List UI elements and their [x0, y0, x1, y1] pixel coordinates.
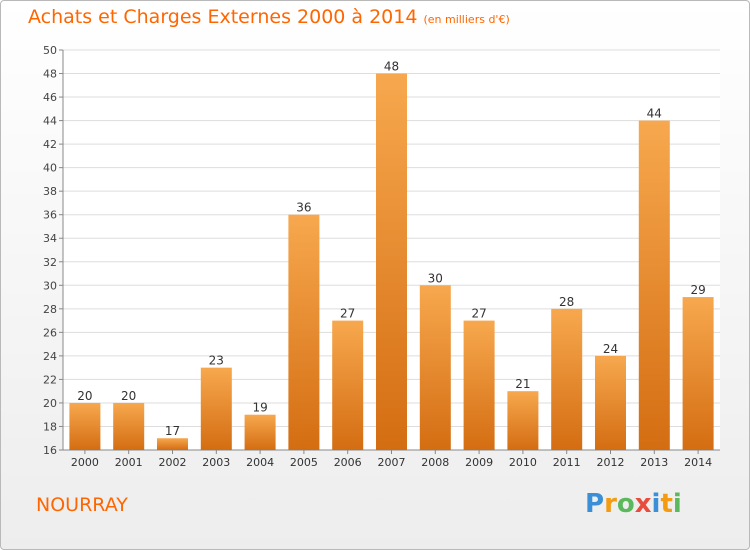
x-tick-label-2009: 2009 — [465, 456, 493, 469]
y-tick-label: 40 — [43, 162, 57, 175]
y-tick-label: 38 — [43, 185, 57, 198]
bar-2011 — [551, 308, 583, 450]
bar-2009 — [463, 320, 495, 450]
bar-2002 — [157, 438, 188, 450]
y-tick-label: 50 — [43, 44, 57, 57]
x-tick-label-2008: 2008 — [421, 456, 449, 469]
x-tick-label-2012: 2012 — [597, 456, 625, 469]
y-tick-label: 44 — [43, 115, 57, 128]
x-tick-label-2007: 2007 — [378, 456, 406, 469]
logo-letter: r — [604, 489, 617, 519]
data-label-2009: 27 — [471, 307, 486, 321]
bars — [69, 73, 714, 451]
y-tick-label: 34 — [43, 232, 57, 245]
bar-2001 — [113, 402, 145, 450]
logo-letter: o — [616, 489, 635, 519]
data-label-2003: 23 — [209, 354, 224, 368]
x-tick-label-2002: 2002 — [159, 456, 187, 469]
x-tick-label-2005: 2005 — [290, 456, 318, 469]
x-tick-label-2000: 2000 — [71, 456, 99, 469]
logo-letter: x — [634, 489, 652, 519]
y-tick-label: 26 — [43, 326, 57, 339]
x-tick-label-2010: 2010 — [509, 456, 537, 469]
data-label-2012: 24 — [603, 342, 618, 356]
bar-2013 — [638, 120, 670, 451]
y-tick-label: 18 — [43, 420, 57, 433]
logo-letter: i — [651, 489, 661, 519]
x-tick-label-2006: 2006 — [334, 456, 362, 469]
y-tick-label: 30 — [43, 279, 57, 292]
bar-2008 — [419, 285, 451, 450]
x-tick-label-2014: 2014 — [684, 456, 712, 469]
bar-2000 — [69, 402, 101, 450]
data-label-2004: 19 — [252, 401, 267, 415]
y-tick-label: 42 — [43, 138, 57, 151]
y-tick-label: 32 — [43, 256, 57, 269]
y-tick-label: 48 — [43, 68, 57, 81]
chart-subtitle: (en milliers d'€) — [423, 13, 510, 26]
commune-name: NOURRAY — [36, 494, 128, 516]
logo-letter: P — [585, 489, 605, 519]
data-label-2001: 20 — [121, 389, 136, 403]
data-label-2000: 20 — [77, 389, 92, 403]
y-tick-label: 28 — [43, 303, 57, 316]
data-label-2011: 28 — [559, 295, 574, 309]
logo-letter: i — [672, 489, 682, 519]
x-tick-label-2011: 2011 — [553, 456, 581, 469]
data-label-2013: 44 — [647, 107, 662, 121]
x-tick-label-2013: 2013 — [640, 456, 668, 469]
bar-2003 — [200, 367, 232, 450]
y-tick-label: 24 — [43, 350, 57, 363]
bar-2005 — [288, 214, 320, 450]
y-tick-label: 22 — [43, 373, 57, 386]
proxiti-logo: Proxiti — [585, 489, 682, 519]
bar-2007 — [376, 73, 407, 450]
y-tick-label: 36 — [43, 209, 57, 222]
y-tick-label: 16 — [43, 444, 57, 457]
bar-2012 — [595, 355, 626, 450]
bar-2004 — [244, 414, 276, 450]
data-label-2014: 29 — [690, 283, 705, 297]
bar-2014 — [682, 297, 714, 450]
y-tick-label: 46 — [43, 91, 57, 104]
x-tick-label-2003: 2003 — [202, 456, 230, 469]
chart-title-text: Achats et Charges Externes 2000 à 2014 — [28, 6, 418, 28]
x-tick-label-2004: 2004 — [246, 456, 274, 469]
data-label-2008: 30 — [428, 271, 443, 285]
x-tick-label-2001: 2001 — [115, 456, 143, 469]
data-label-2006: 27 — [340, 307, 355, 321]
data-label-2005: 36 — [296, 201, 311, 215]
bar-2010 — [507, 391, 539, 450]
data-label-2010: 21 — [515, 377, 530, 391]
logo-letter: t — [660, 489, 673, 519]
x-axis: 2000 2001 2002 2003 2004 2005 2006 2007 2008 2009… — [71, 450, 712, 469]
chart-title: Achats et Charges Externes 2000 à 2014 (e… — [28, 6, 510, 28]
data-label-2007: 48 — [384, 60, 399, 74]
y-tick-label: 20 — [43, 397, 57, 410]
data-label-2002: 17 — [165, 424, 180, 438]
data-labels: 20 20 17 23 19 36 27 48 30 27 21 28 24 44 29 — [77, 60, 705, 439]
bar-2006 — [332, 320, 364, 450]
